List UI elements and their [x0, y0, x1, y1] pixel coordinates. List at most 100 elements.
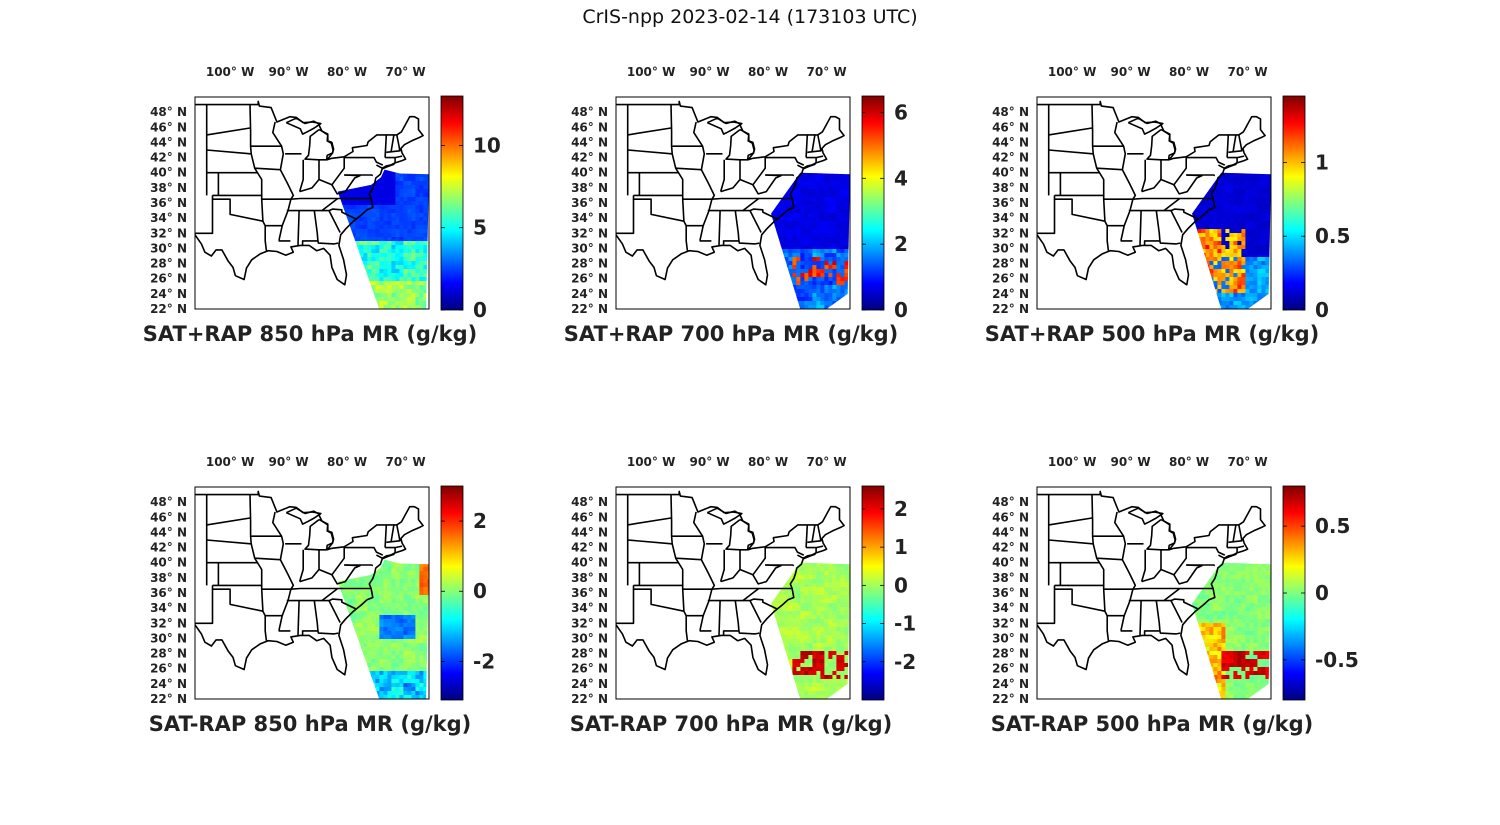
lat-tick-label: 26° N	[571, 272, 608, 286]
lon-tick-label: 90° W	[690, 65, 730, 79]
lon-tick-label: 90° W	[269, 455, 309, 469]
colorbar	[861, 485, 885, 701]
colorbar-tick-label: 2	[894, 232, 908, 256]
lat-tick-label: 28° N	[571, 647, 608, 661]
lat-tick-label: 44° N	[992, 135, 1029, 149]
chart-svg: 100° W 90° W 80° W 70° W 48° N46° N44° N 42° …	[991, 455, 1359, 736]
panel-title: SAT+RAP 850 hPa MR (g/kg)	[143, 322, 477, 346]
state-borders	[616, 100, 845, 286]
lon-tick-label: 80° W	[748, 65, 788, 79]
lon-tick-label: 100° W	[206, 455, 254, 469]
lon-tick-label: 80° W	[1169, 65, 1209, 79]
panel-500-diff: 100° W 90° W 80° W 70° W 48° N 46° N 44° N 42° …	[962, 445, 1382, 785]
lat-tick-label: 28° N	[571, 257, 608, 271]
lat-tick-label: 40° N	[992, 166, 1029, 180]
lat-tick-label: 32° N	[150, 616, 187, 630]
colorbar-tick-label: 1	[894, 535, 908, 559]
colorbar-tick-label: 0.5	[1315, 224, 1350, 248]
lat-tick-label: 34° N	[150, 211, 187, 225]
colorbar-tick-label: 0	[894, 298, 908, 322]
lat-tick-label: 48° N	[571, 105, 608, 119]
chart-svg: 100° W 90° W 80° W 70° W 48° N46° N44° N 42° …	[143, 65, 501, 346]
lon-tick-label: 90° W	[690, 455, 730, 469]
lat-tick-label: 42° N	[150, 151, 187, 165]
chart-svg: 100° W 90° W 80° W 70° W 48° N46° N44° N 42° …	[564, 65, 908, 346]
lat-tick-label: 44° N	[150, 525, 187, 539]
lat-tick-label: 48° N	[992, 105, 1029, 119]
state-borders	[195, 490, 424, 676]
colorbar-tick-label: -2	[473, 649, 495, 673]
lat-tick-label: 40° N	[150, 556, 187, 570]
lat-tick-label: 22° N	[992, 692, 1029, 706]
figure-title: CrIS-npp 2023-02-14 (173103 UTC)	[582, 6, 918, 28]
colorbar-tick-label: 10	[473, 133, 501, 157]
colorbar-tick-label: 0	[473, 298, 487, 322]
lat-tick-label: 30° N	[571, 241, 608, 255]
lat-tick-label: 34° N	[992, 211, 1029, 225]
lat-tick-label: 26° N	[571, 662, 608, 676]
lon-tick-label: 70° W	[807, 65, 847, 79]
lat-tick-label: 40° N	[150, 166, 187, 180]
panel-title: SAT-RAP 700 hPa MR (g/kg)	[570, 712, 893, 736]
lat-tick-label: 30° N	[992, 631, 1029, 645]
colorbar-tick-label: 0	[473, 579, 487, 603]
lat-tick-label: 24° N	[992, 287, 1029, 301]
lat-tick-label: 30° N	[992, 241, 1029, 255]
colorbar	[861, 95, 885, 311]
lon-tick-label: 100° W	[1048, 65, 1096, 79]
lon-tick-label: 80° W	[327, 65, 367, 79]
lat-tick-label: 32° N	[992, 616, 1029, 630]
lat-tick-label: 24° N	[992, 677, 1029, 691]
lat-tick-label: 22° N	[992, 302, 1029, 316]
lat-tick-label: 28° N	[150, 647, 187, 661]
lat-tick-label: 44° N	[992, 525, 1029, 539]
colorbar-tick-label: 5	[473, 216, 487, 240]
colorbar-tick-label: -0.5	[1315, 648, 1359, 672]
lat-tick-label: 34° N	[571, 211, 608, 225]
lon-tick-label: 70° W	[807, 455, 847, 469]
lat-tick-label: 36° N	[150, 586, 187, 600]
lat-tick-label: 36° N	[571, 586, 608, 600]
lat-tick-label: 22° N	[150, 692, 187, 706]
lon-tick-label: 100° W	[627, 65, 675, 79]
lat-tick-label: 26° N	[992, 272, 1029, 286]
colorbar-tick-label: 1	[1315, 150, 1329, 174]
lon-tick-label: 80° W	[1169, 455, 1209, 469]
panel-title: SAT+RAP 700 hPa MR (g/kg)	[564, 322, 898, 346]
colorbar-tick-label: -1	[894, 612, 916, 636]
lat-tick-label: 24° N	[150, 677, 187, 691]
lat-tick-label: 32° N	[571, 616, 608, 630]
state-borders	[195, 100, 424, 286]
lat-tick-label: 44° N	[150, 135, 187, 149]
lon-tick-label: 90° W	[1111, 455, 1151, 469]
lat-tick-label: 40° N	[571, 166, 608, 180]
lat-tick-label: 24° N	[571, 287, 608, 301]
lat-tick-label: 48° N	[150, 495, 187, 509]
lat-tick-label: 46° N	[150, 510, 187, 524]
lon-tick-label: 80° W	[748, 455, 788, 469]
lat-tick-label: 44° N	[571, 525, 608, 539]
chart-svg: 100° W 90° W 80° W 70° W 48° N46° N44° N 42° …	[985, 65, 1351, 346]
lat-tick-label: 46° N	[992, 120, 1029, 134]
lat-tick-label: 32° N	[992, 226, 1029, 240]
colorbar-tick-label: 0	[894, 573, 908, 597]
lat-tick-label: 38° N	[571, 571, 608, 585]
lat-tick-label: 36° N	[992, 196, 1029, 210]
panel-700-total: 100° W 90° W 80° W 70° W 48° N 46° N 44° N 42° …	[541, 55, 961, 395]
lat-tick-label: 38° N	[150, 571, 187, 585]
colorbar-tick-label: 0	[1315, 581, 1329, 605]
lon-tick-label: 80° W	[327, 455, 367, 469]
lat-tick-label: 38° N	[150, 181, 187, 195]
lat-tick-label: 26° N	[992, 662, 1029, 676]
panel-700-diff: 100° W 90° W 80° W 70° W 48° N 46° N 44° N 42° …	[541, 445, 961, 785]
colorbar-tick-label: 2	[473, 509, 487, 533]
lat-tick-label: 48° N	[992, 495, 1029, 509]
panel-title: SAT-RAP 850 hPa MR (g/kg)	[149, 712, 472, 736]
lon-tick-label: 90° W	[269, 65, 309, 79]
colorbar	[440, 95, 464, 311]
lon-tick-label: 70° W	[386, 65, 426, 79]
lat-tick-label: 22° N	[150, 302, 187, 316]
colorbar-tick-label: 0	[1315, 298, 1329, 322]
lat-tick-label: 38° N	[992, 571, 1029, 585]
